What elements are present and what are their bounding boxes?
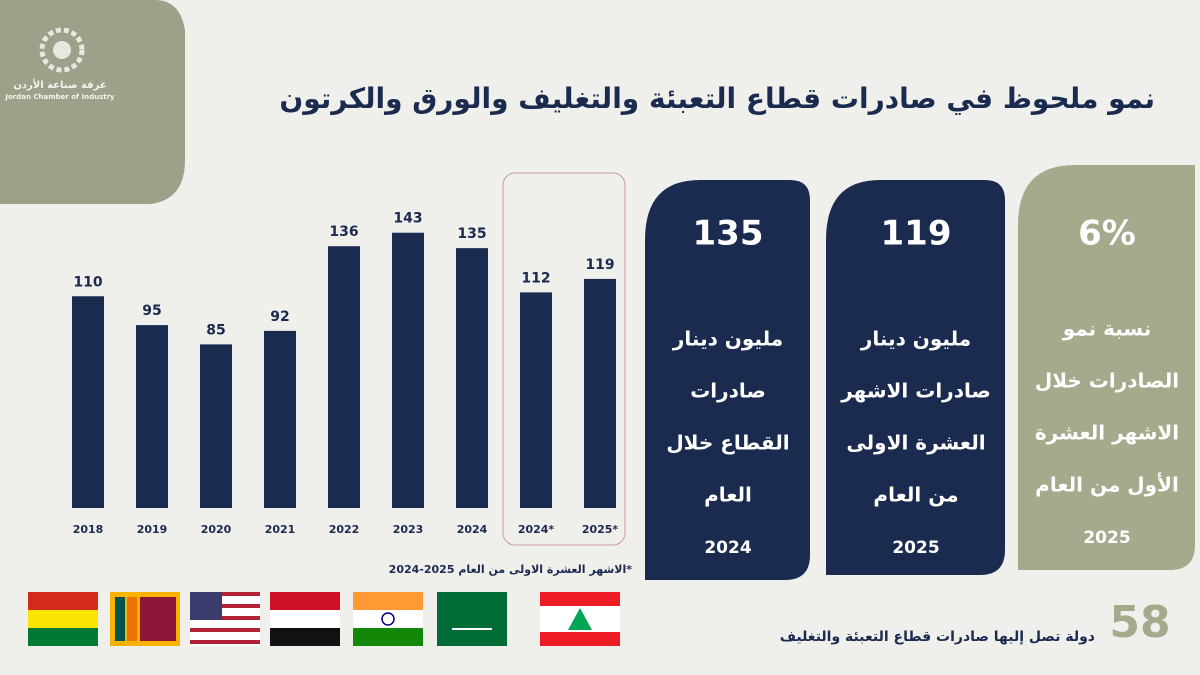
bar [456, 248, 488, 508]
card-line: العام [704, 483, 752, 507]
flag-stripe [540, 592, 620, 606]
card [645, 180, 810, 580]
x-tick-label: 2023 [393, 523, 424, 536]
flag-stripe [190, 604, 260, 608]
flag-stripe [270, 610, 340, 628]
bar-value-label: 85 [206, 322, 225, 338]
flag-wheel [381, 612, 395, 626]
flag-stripe [140, 597, 176, 641]
bar [584, 278, 616, 508]
bar-value-label: 143 [393, 211, 422, 227]
flag-cedar [568, 608, 592, 630]
corner-shape [0, 0, 185, 204]
flag-stripe [270, 628, 340, 646]
x-tick-label: 2022 [329, 523, 360, 536]
card-line: من العام [873, 483, 958, 507]
card-line: 2025 [892, 538, 939, 558]
flag-field [437, 592, 507, 646]
card-line: الاشهر العشرة [1035, 421, 1179, 445]
card [826, 180, 1005, 575]
card-value: 135 [693, 214, 764, 254]
logo-mark [39, 27, 85, 73]
flag-stripe [28, 610, 98, 628]
logo-core [53, 41, 71, 59]
flag-stripe [353, 592, 423, 610]
card-value: 6% [1078, 214, 1136, 254]
flag-stripe [190, 616, 260, 620]
flag-stripe [190, 592, 260, 596]
logo-arabic: غرفة صناعة الأردن [13, 78, 106, 91]
card-line: 2025 [1083, 528, 1130, 548]
footnote: *الاشهر العشرة الاولى من العام 2025-2024 [389, 563, 633, 576]
flag-stripe [353, 628, 423, 646]
title: نمو ملحوظ في صادرات قطاع التعبئة والتغلي… [279, 82, 1155, 115]
logo-english: Jordan Chamber of Industry [4, 93, 115, 101]
card-value: 119 [881, 214, 952, 254]
card-line: القطاع خلال [666, 431, 789, 455]
x-tick-label: 2024* [518, 523, 555, 536]
bar [520, 292, 552, 508]
bar-value-label: 95 [142, 303, 161, 319]
x-tick-label: 2020 [201, 523, 232, 536]
highlight-box [502, 172, 626, 546]
card-line: الصادرات خلال [1035, 369, 1179, 393]
flag-stripe [353, 610, 423, 628]
flag-canton [190, 592, 222, 620]
flag-stripe [270, 592, 340, 610]
country-count: 58 [1109, 597, 1170, 648]
bar-value-label: 136 [329, 224, 358, 240]
bar [392, 232, 424, 508]
card-line: العشرة الاولى [846, 431, 985, 455]
bar-value-label: 110 [73, 274, 102, 290]
card-line: صادرات [690, 379, 766, 403]
x-tick-label: 2025* [582, 523, 619, 536]
flag-stripe [190, 640, 260, 644]
bar-value-label: 92 [270, 309, 289, 325]
bar [200, 344, 232, 508]
card-line: 2024 [704, 538, 751, 558]
flag-stripe [28, 628, 98, 646]
flag-stripe [540, 632, 620, 646]
bar [264, 330, 296, 508]
flag-stripe [115, 597, 125, 641]
flags [28, 592, 620, 646]
x-tick-label: 2019 [137, 523, 168, 536]
flag-stripe [127, 597, 137, 641]
card-line: مليون دينار [860, 327, 971, 351]
card-line: نسبة نمو [1062, 317, 1152, 341]
x-tick-label: 2024 [457, 523, 488, 536]
bar-value-label: 135 [457, 226, 486, 242]
flag-stripe [28, 592, 98, 610]
bar [72, 296, 104, 508]
bar-value-label: 112 [521, 270, 550, 286]
card [1018, 165, 1195, 570]
country-text: دولة تصل إليها صادرات قطاع التعبئة والتغ… [780, 629, 1095, 645]
x-tick-label: 2018 [73, 523, 104, 536]
flag-stripe [190, 628, 260, 632]
x-tick-label: 2021 [265, 523, 296, 536]
flag-sword [452, 628, 492, 630]
card-line: صادرات الاشهر [840, 379, 991, 403]
card-line: الأول من العام [1035, 472, 1179, 497]
bar-value-label: 119 [585, 257, 614, 273]
card-line: مليون دينار [672, 327, 783, 351]
bar [328, 246, 360, 508]
bar [136, 325, 168, 508]
